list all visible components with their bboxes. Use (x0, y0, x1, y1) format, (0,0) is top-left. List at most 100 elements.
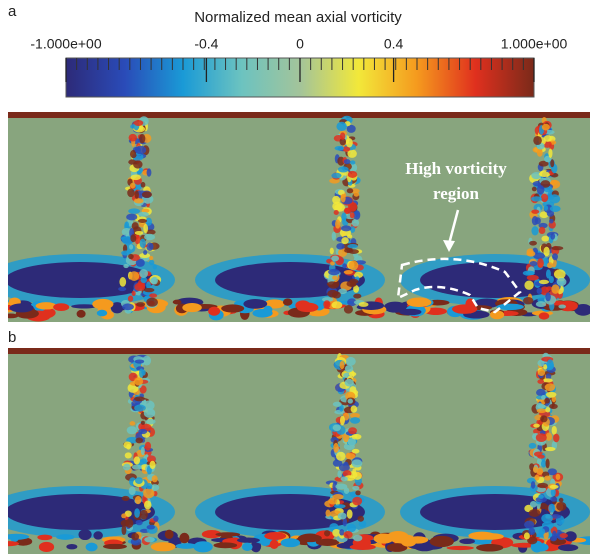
vortex-blob (343, 531, 352, 538)
vortex-blob (119, 277, 126, 287)
wall-blob (281, 538, 301, 547)
vortex-blob (538, 528, 545, 535)
vortex-blob (352, 219, 359, 227)
vortex-blob (144, 500, 152, 509)
vortex-blob (549, 276, 554, 283)
vortex-blob (539, 171, 550, 177)
vortex-blob (145, 442, 151, 451)
vortex-blob (126, 444, 131, 450)
vortex-blob (146, 419, 156, 425)
vortex-blob (550, 497, 557, 502)
vortex-blob (552, 253, 558, 260)
vortex-blob (144, 408, 155, 418)
vortex-blob (348, 171, 358, 178)
vortex-blob (141, 447, 145, 455)
vortex-blob (127, 426, 137, 434)
vortex-blob (349, 261, 359, 271)
vortex-blob (328, 269, 340, 275)
wall-blob (539, 312, 550, 319)
vortex-blob (134, 396, 145, 401)
vortex-blob (551, 284, 559, 294)
vortex-blob (358, 516, 365, 522)
vortex-blob (341, 476, 348, 481)
vortex-blob (330, 261, 335, 265)
vortex-blob (546, 392, 557, 398)
vortex-blob (332, 196, 340, 204)
vortex-blob (545, 447, 556, 451)
vortex-blob (138, 212, 149, 217)
vortex-blob (347, 234, 352, 238)
vortex-blob (333, 424, 341, 431)
vortex-blob (344, 248, 353, 253)
vortex-blob (526, 251, 535, 257)
vortex-blob (353, 294, 361, 299)
vortex-blob (332, 276, 337, 280)
vortex-blob (335, 219, 340, 228)
vortex-blob (332, 291, 341, 298)
vortex-blob (332, 301, 343, 308)
vortex-blob (129, 487, 136, 495)
vortex-blob (531, 481, 535, 489)
vortex-blob (151, 277, 158, 285)
wall-blob (452, 304, 477, 313)
vortex-blob (340, 361, 345, 369)
vortex-blob (348, 399, 353, 404)
field-image (0, 112, 590, 322)
vortex-blob (537, 404, 545, 408)
vortex-blob (531, 196, 542, 201)
vortex-blob (147, 525, 155, 530)
vortex-blob (547, 262, 553, 268)
wall-blob (264, 532, 286, 540)
vortex-blob (551, 246, 563, 250)
wall-blob (283, 298, 293, 305)
wall-blob (9, 303, 33, 312)
vortex-blob (340, 132, 345, 139)
vortex-blob (122, 304, 134, 311)
vortex-blob (125, 452, 132, 458)
vortex-blob (537, 149, 543, 157)
vortex-blob (143, 224, 148, 233)
vortex-blob (134, 283, 145, 291)
vortex-blob (537, 185, 545, 195)
vortex-blob (529, 509, 541, 517)
vortex-blob (128, 208, 140, 213)
vortex-blob (541, 194, 548, 203)
vortex-blob (352, 497, 362, 506)
wall-blob (37, 535, 52, 541)
vortex-blob (141, 370, 145, 376)
vortex-blob (330, 248, 334, 255)
vortex-blob (557, 278, 567, 286)
wall-blob (215, 532, 240, 536)
tick-label: -1.000e+00 (30, 36, 101, 52)
wall-blob (39, 542, 54, 552)
field-image (0, 348, 590, 554)
vortex-blob (134, 508, 140, 518)
vortex-blob (136, 302, 145, 307)
panel-label: b (8, 329, 16, 346)
vortex-blob (544, 398, 550, 404)
vortex-blob (527, 275, 539, 281)
vortex-blob (554, 269, 566, 279)
vortex-blob (344, 159, 351, 164)
vortex-blob (538, 369, 545, 376)
vortex-blob (334, 504, 346, 508)
vortex-blob (545, 383, 556, 391)
vortex-blob (149, 256, 153, 260)
annotation: region (433, 184, 480, 203)
vortex-blob (118, 287, 126, 291)
vortex-blob (346, 138, 353, 147)
wall-blob (270, 540, 279, 550)
vortex-blob (127, 188, 134, 197)
vortex-blob (128, 296, 133, 302)
wall (8, 348, 590, 354)
vortex-blob (538, 494, 544, 498)
vortex-blob (133, 160, 142, 168)
vortex-blob (536, 433, 547, 442)
vortex-blob (558, 305, 566, 309)
vortex-blob (332, 494, 343, 500)
vortex-blob (143, 250, 147, 255)
vortex-blob (537, 455, 545, 459)
vortex-blob (138, 429, 147, 434)
vortex-blob (144, 537, 155, 543)
vortex-blob (533, 424, 540, 428)
